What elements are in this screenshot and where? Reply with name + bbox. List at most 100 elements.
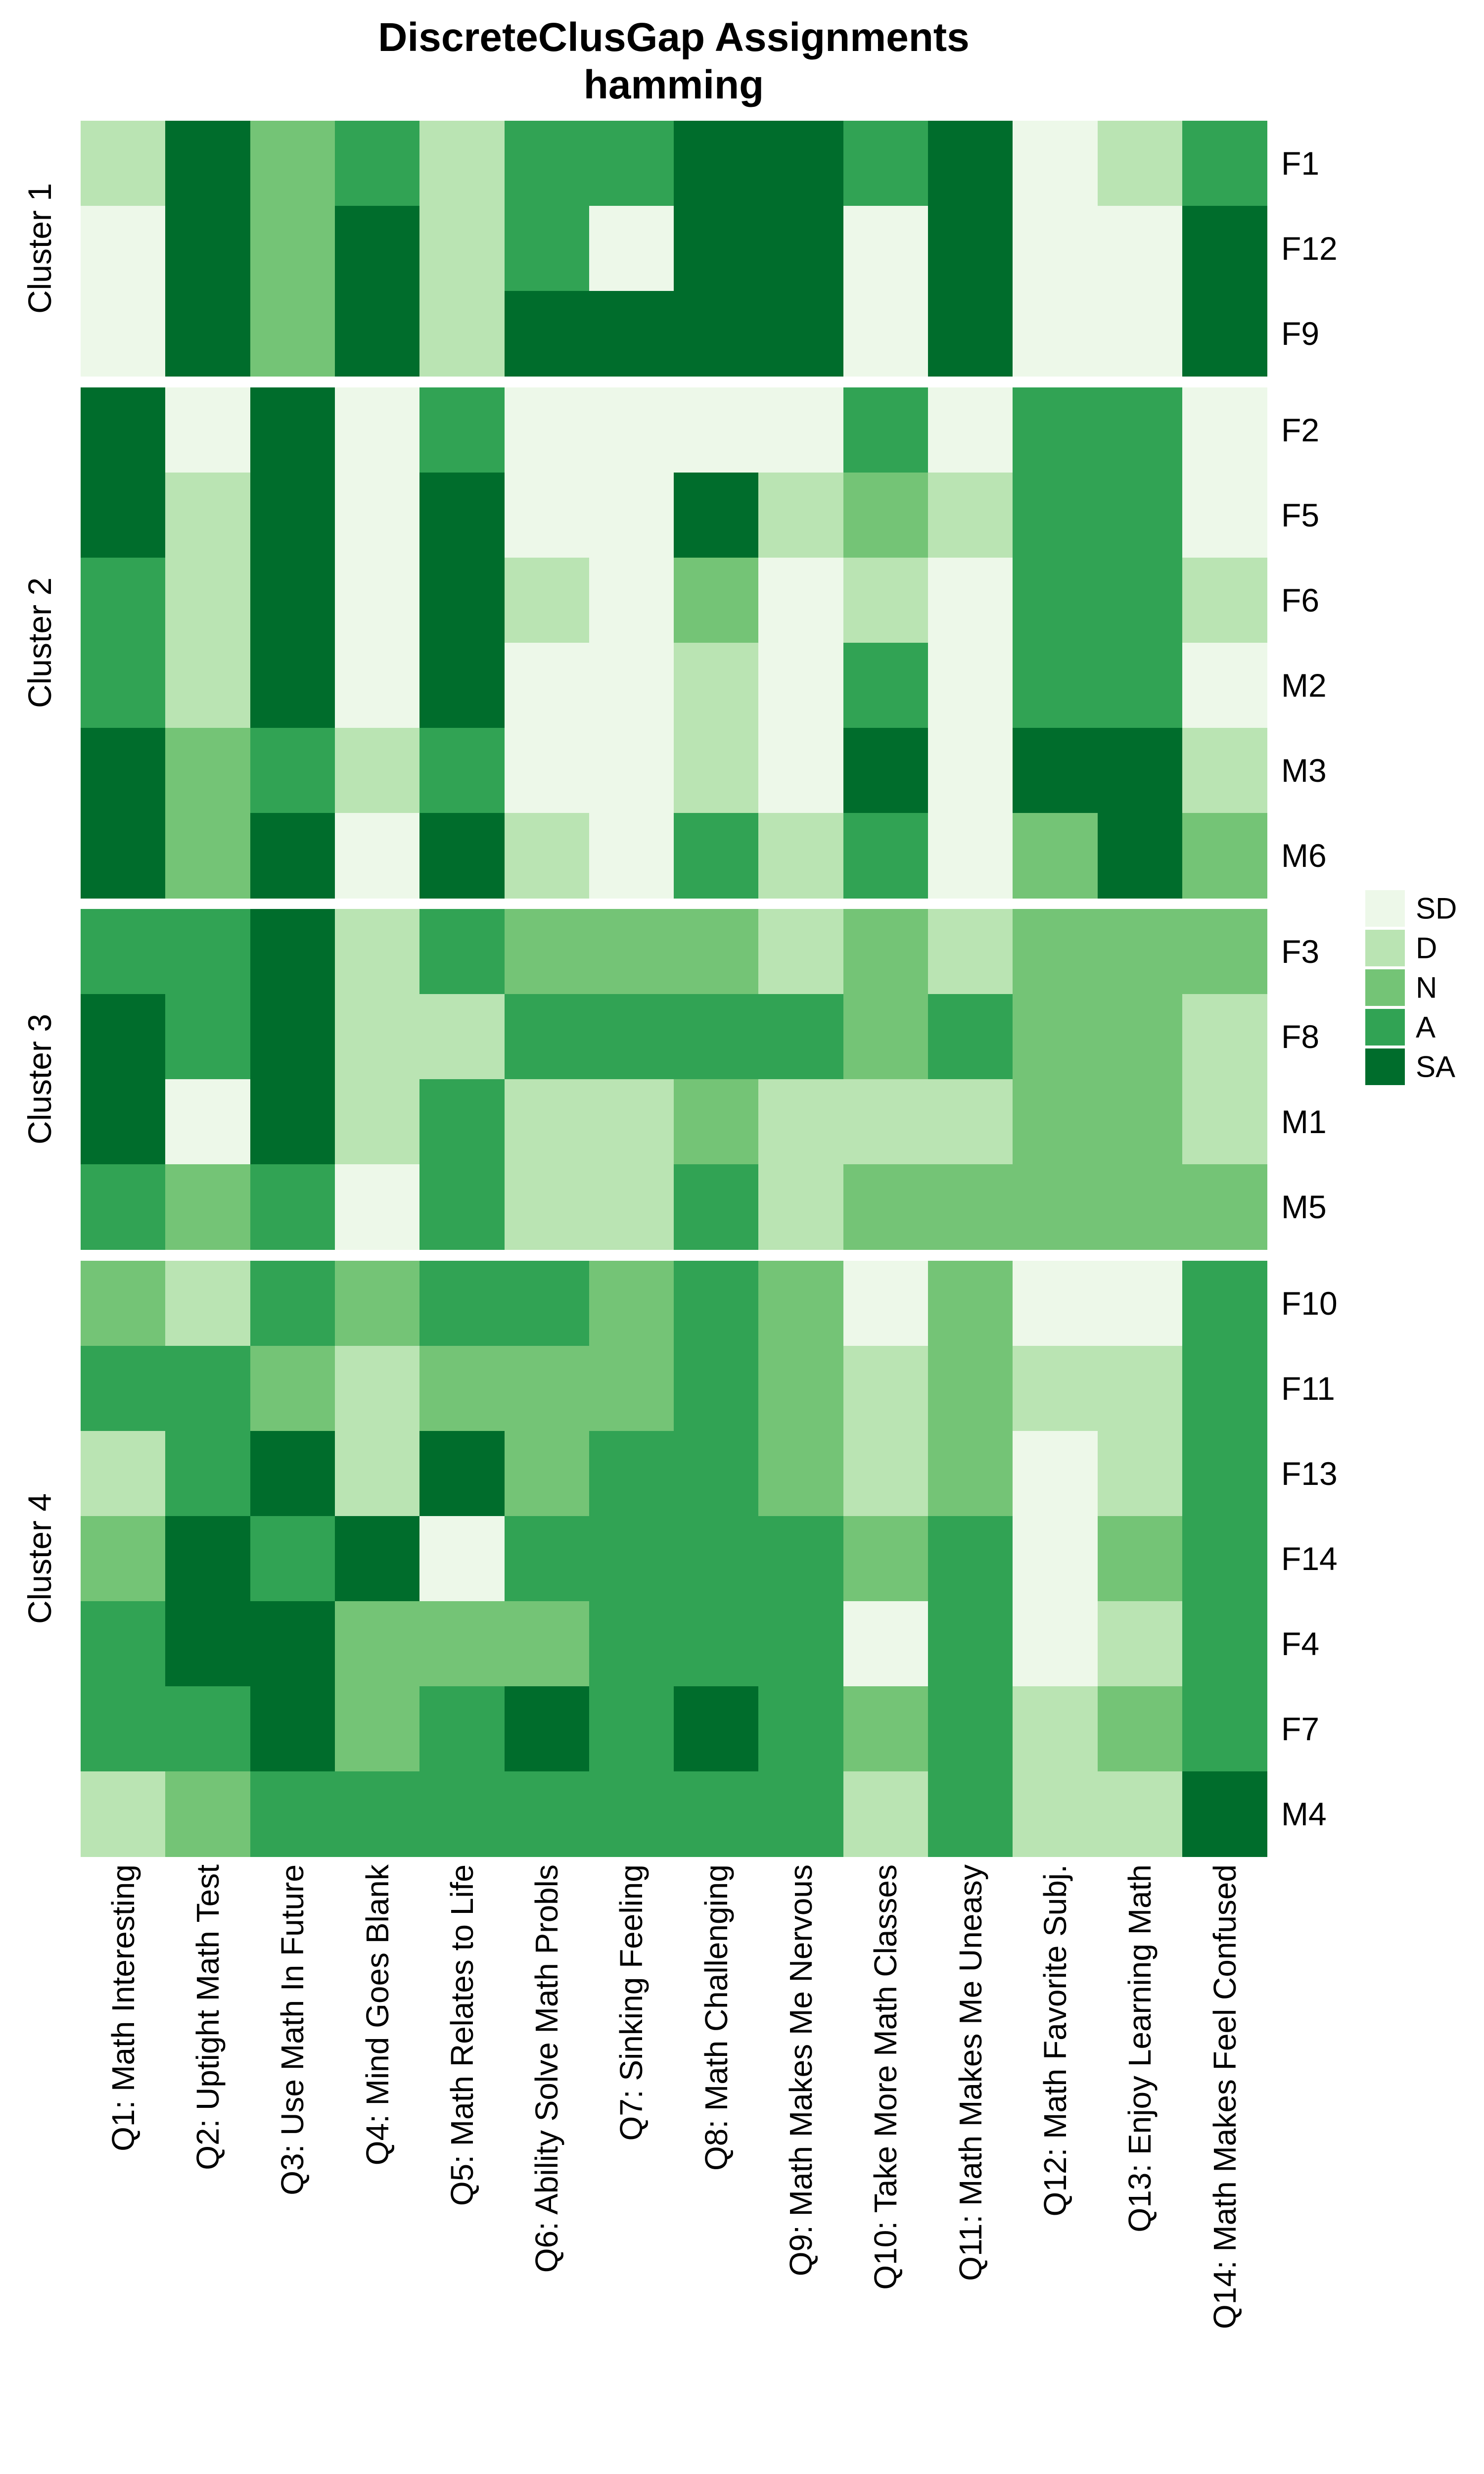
- column-label-text: Q13: Enjoy Learning Math: [1122, 1864, 1158, 2233]
- heatmap-cell: [928, 1346, 1014, 1432]
- heatmap-cell: [81, 1601, 166, 1687]
- heatmap-cell: [843, 994, 928, 1080]
- heatmap-cell: [1013, 1164, 1098, 1250]
- heatmap-cell: [250, 557, 335, 643]
- heatmap-cell: [589, 1601, 675, 1687]
- heatmap-cell: [1013, 472, 1098, 558]
- heatmap-cell: [1097, 812, 1183, 899]
- heatmap-cell: [334, 1601, 420, 1687]
- heatmap-cell: [419, 291, 505, 377]
- heatmap-cell: [589, 387, 675, 473]
- heatmap-cell: [589, 121, 675, 206]
- column-label-text: Q5: Math Relates to Life: [444, 1864, 480, 2206]
- legend-label: N: [1416, 971, 1438, 1004]
- heatmap-cell: [758, 1079, 844, 1165]
- heatmap-cell: [81, 994, 166, 1080]
- heatmap-cell: [674, 472, 759, 558]
- heatmap-cell: [334, 1261, 420, 1347]
- heatmap-cell: [674, 1261, 759, 1347]
- heatmap-cell: [758, 1346, 844, 1432]
- heatmap-cell: [758, 1261, 844, 1347]
- heatmap-cell: [419, 994, 505, 1080]
- heatmap-cell: [928, 1261, 1014, 1347]
- heatmap-cell: [250, 909, 335, 995]
- heatmap-cell: [843, 727, 928, 813]
- heatmap-cell: [758, 642, 844, 728]
- heatmap-cell: [250, 727, 335, 813]
- heatmap-cell: [589, 557, 675, 643]
- heatmap-cell: [843, 909, 928, 995]
- heatmap-cell: [165, 1164, 251, 1250]
- heatmap-cell: [1013, 1601, 1098, 1687]
- heatmap-cell: [1097, 1516, 1183, 1602]
- heatmap-cell: [334, 1516, 420, 1602]
- heatmap-cell: [81, 557, 166, 643]
- heatmap-cell: [419, 387, 505, 473]
- heatmap-cell: [589, 472, 675, 558]
- heatmap-cell: [843, 557, 928, 643]
- heatmap-cell: [928, 1516, 1014, 1602]
- heatmap-cell: [928, 1431, 1014, 1517]
- heatmap-cell: [843, 1686, 928, 1772]
- heatmap-cell: [250, 291, 335, 377]
- heatmap-cell: [674, 1164, 759, 1250]
- legend-swatch: [1365, 930, 1405, 966]
- heatmap-cell: [928, 206, 1014, 291]
- heatmap-cell: [843, 812, 928, 899]
- heatmap-cell: [250, 812, 335, 899]
- heatmap-cell: [1097, 1164, 1183, 1250]
- heatmap-cell: [419, 1079, 505, 1165]
- heatmap-cell: [1013, 387, 1098, 473]
- heatmap-cell: [843, 1346, 928, 1432]
- heatmap-cell: [81, 472, 166, 558]
- column-label-text: Q2: Uptight Math Test: [189, 1864, 226, 2170]
- heatmap-cell: [419, 472, 505, 558]
- heatmap-cell: [1097, 121, 1183, 206]
- heatmap-cell: [165, 291, 251, 377]
- heatmap-cell: [1013, 1346, 1098, 1432]
- heatmap-cell: [165, 1771, 251, 1857]
- heatmap-cell: [504, 1079, 590, 1165]
- column-label-text: Q14: Math Makes Feel Confused: [1206, 1864, 1243, 2330]
- heatmap-cell: [81, 1431, 166, 1517]
- heatmap-cell: [165, 1346, 251, 1432]
- heatmap-cell: [81, 727, 166, 813]
- heatmap-cell: [419, 1516, 505, 1602]
- heatmap-cell: [81, 1686, 166, 1772]
- heatmap-cell: [843, 1079, 928, 1165]
- heatmap-cell: [928, 1686, 1014, 1772]
- legend-label: A: [1416, 1010, 1436, 1044]
- row-label: M1: [1281, 1103, 1327, 1141]
- heatmap-cell: [419, 1164, 505, 1250]
- heatmap-cell: [419, 1346, 505, 1432]
- heatmap-cell: [419, 1686, 505, 1772]
- heatmap-cell: [1182, 1431, 1268, 1517]
- heatmap-cell: [674, 909, 759, 995]
- heatmap-cell: [419, 909, 505, 995]
- heatmap-cell: [504, 1164, 590, 1250]
- heatmap-cell: [928, 387, 1014, 473]
- column-label-text: Q7: Sinking Feeling: [613, 1864, 649, 2141]
- heatmap-cell: [928, 642, 1014, 728]
- heatmap-cell: [1182, 1261, 1268, 1347]
- heatmap-cell: [1013, 727, 1098, 813]
- heatmap-cell: [504, 642, 590, 728]
- heatmap-cell: [1013, 994, 1098, 1080]
- heatmap-cell: [334, 1346, 420, 1432]
- heatmap-cell: [1097, 291, 1183, 377]
- heatmap-cell: [928, 121, 1014, 206]
- heatmap-cell: [334, 642, 420, 728]
- heatmap-cell: [165, 909, 251, 995]
- heatmap-cell: [504, 1601, 590, 1687]
- heatmap-cell: [1097, 909, 1183, 995]
- row-label: M5: [1281, 1189, 1327, 1226]
- row-label: F5: [1281, 496, 1320, 533]
- heatmap-cell: [81, 206, 166, 291]
- heatmap-cell: [165, 557, 251, 643]
- heatmap-cell: [589, 727, 675, 813]
- row-label: F9: [1281, 315, 1320, 352]
- heatmap-cell: [758, 727, 844, 813]
- heatmap-cell: [504, 1686, 590, 1772]
- heatmap-cell: [1013, 206, 1098, 291]
- heatmap-cell: [1097, 1431, 1183, 1517]
